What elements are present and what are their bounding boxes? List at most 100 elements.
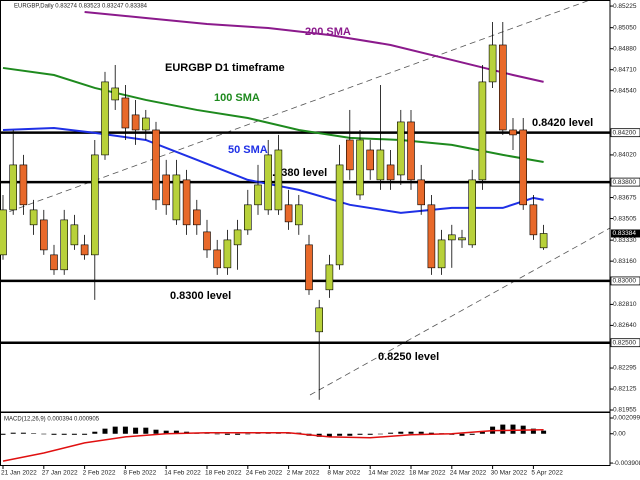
level-label-box (610, 177, 640, 187)
macd-bar (377, 433, 383, 435)
macd-bar (255, 433, 261, 434)
macd-bar (173, 430, 179, 434)
macd-bar (459, 433, 465, 436)
candle-body (345, 139, 354, 171)
chart-title: EURGBP D1 timeframe (165, 62, 285, 74)
candle-body (172, 174, 181, 221)
macd-bar (510, 424, 516, 434)
candle-body (203, 231, 211, 251)
sma-label: 100 SMA (214, 92, 260, 104)
y-tick-label: 0.83330 (613, 237, 637, 244)
candle-body (111, 87, 119, 101)
x-tick-label: 21 Jan 2022 (1, 470, 37, 477)
macd-signal (2, 428, 544, 462)
candle-body (101, 81, 109, 156)
macd-bar (133, 427, 139, 434)
macd-bar (418, 431, 424, 434)
y-tick-label: 0.84020 (613, 152, 637, 159)
macd-bar (51, 433, 57, 435)
macd-bar (326, 433, 332, 437)
x-tick-label: 30 Mar 2022 (491, 470, 528, 477)
x-tick-label: 8 Feb 2022 (123, 470, 156, 477)
candle-body (254, 184, 262, 206)
level-tick-label: 0.83000 (613, 278, 637, 285)
candle-body (315, 307, 324, 333)
y-tick-label: 0.83160 (613, 258, 637, 265)
candle-body (80, 244, 89, 256)
y-tick-label: 0.83505 (613, 215, 637, 222)
x-tick-label: 18 Mar 2022 (409, 470, 446, 477)
macd-bar (122, 426, 128, 434)
candle-body (437, 239, 446, 269)
macd-bar (357, 433, 363, 435)
candle-body (50, 254, 58, 271)
macd-bar (428, 432, 434, 434)
y-tick-label: 0.82125 (613, 386, 637, 393)
channel-lower (309, 227, 611, 396)
macd-bar (469, 433, 475, 435)
macd-bar (71, 433, 77, 435)
y-tick-label: 0.85050 (613, 24, 637, 31)
candle-body (498, 44, 507, 131)
candle-body (447, 234, 456, 241)
y-tick-label: 0.84710 (613, 66, 637, 73)
candle-body (539, 233, 548, 249)
candle-body (386, 164, 395, 181)
candle-body (519, 129, 528, 206)
macd-bar (204, 433, 210, 434)
macd-bar (0, 433, 6, 435)
candle-body (9, 164, 17, 211)
level-tick-label: 0.82500 (613, 339, 637, 346)
candle-body (356, 139, 364, 196)
y-tick-label: 0.85225 (613, 3, 637, 10)
macd-label: MACD(12,26,9) 0.000394 0.000905 (4, 417, 100, 423)
candle-body (162, 174, 170, 206)
candle-body (427, 204, 436, 269)
y-tick-label: 0.81955 (613, 407, 637, 414)
macd-bar (398, 431, 404, 434)
candle-body (233, 229, 242, 246)
current-price-box (611, 229, 640, 238)
macd-bar (143, 427, 149, 434)
macd-bar (31, 433, 37, 434)
candle-body (366, 149, 375, 171)
macd-bar (41, 433, 47, 435)
macd-bar (214, 433, 220, 435)
candle-body (478, 81, 487, 181)
x-tick-label: 24 Mar 2022 (450, 470, 487, 477)
candle-body (142, 117, 150, 131)
y-tick-label: 0.84540 (613, 87, 637, 94)
candle-body (29, 209, 38, 226)
macd-bar (408, 431, 414, 434)
candle-body (39, 219, 48, 251)
candle-body (244, 204, 252, 231)
header: EURGBP,Daily 0.83274 0.83523 0.83247 0.8… (14, 4, 148, 10)
candle-body (60, 219, 69, 271)
candle-body (182, 179, 191, 226)
level-label-box (610, 338, 640, 348)
candle-body (70, 224, 79, 246)
candle-body (91, 154, 99, 256)
candle-body (19, 164, 28, 206)
level-tick-label: 0.83800 (613, 179, 637, 186)
y-tick-label: 0.83675 (613, 194, 637, 201)
macd-y-tick-label: -0.003908 (613, 460, 640, 467)
candle-body (213, 249, 221, 269)
macd-bar (20, 432, 26, 434)
macd-bar (163, 430, 169, 434)
candle-body (488, 44, 497, 83)
sma-line (2, 66, 544, 163)
x-tick-label: 14 Feb 2022 (164, 470, 201, 477)
candle-body (417, 179, 426, 206)
macd-bar (102, 428, 108, 434)
macd-bar (153, 429, 159, 434)
macd-bar (388, 432, 394, 434)
candle-body (376, 149, 385, 181)
macd-bar (337, 433, 343, 436)
macd-bar (500, 424, 506, 434)
macd-bar (245, 433, 251, 435)
x-tick-label: 5 Apr 2022 (531, 470, 563, 477)
candle-body (131, 114, 140, 131)
level-text: 0.8250 level (378, 351, 439, 363)
